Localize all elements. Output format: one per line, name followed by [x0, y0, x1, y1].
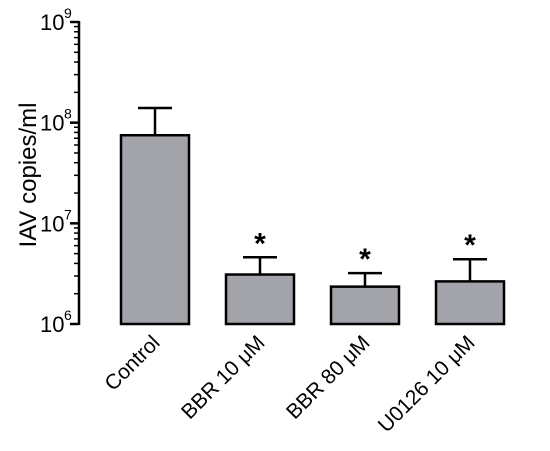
y-tick-exponent: 8 — [64, 106, 72, 122]
y-tick-base: 10 — [40, 312, 64, 337]
y-tick-exponent: 7 — [64, 206, 72, 222]
y-tick-label: 10 8 — [40, 106, 72, 136]
y-tick-exponent: 6 — [64, 307, 72, 323]
error-bars — [138, 106, 487, 287]
x-tick-label: U0126 10 μM — [374, 331, 480, 437]
x-tick-label: Control — [100, 331, 164, 395]
bar — [434, 280, 506, 326]
significance-asterisk: * — [464, 229, 476, 262]
y-tick-label: 10 6 — [40, 307, 72, 337]
significance-asterisk: * — [254, 227, 266, 260]
y-axis-label: IAV copies/ml — [15, 103, 42, 248]
y-tick-label: 10 9 — [40, 5, 72, 35]
significance-markers: * * * — [254, 227, 476, 276]
axes — [70, 20, 81, 326]
y-tick-base: 10 — [40, 111, 64, 136]
bars — [119, 133, 506, 326]
x-tick-label: BBR 80 μM — [282, 331, 374, 423]
bar — [224, 273, 296, 326]
y-tick-base: 10 — [40, 10, 64, 35]
bar — [119, 133, 191, 326]
x-tick-label: BBR 10 μM — [177, 331, 269, 423]
y-tick-base: 10 — [40, 211, 64, 236]
x-tick-labels: Control BBR 10 μM BBR 80 μM U0126 10 μM — [100, 331, 479, 437]
y-tick-exponent: 9 — [64, 5, 72, 21]
significance-asterisk: * — [359, 243, 371, 276]
bar — [329, 285, 401, 326]
y-axis-label-group: IAV copies/ml — [15, 103, 42, 248]
y-tick-label: 10 7 — [40, 206, 72, 236]
